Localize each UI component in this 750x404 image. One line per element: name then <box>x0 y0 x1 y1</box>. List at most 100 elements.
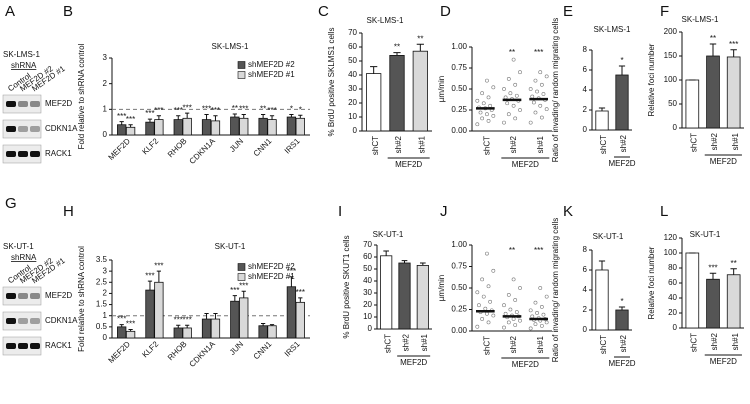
x-tick-label: sh#2 <box>710 132 719 150</box>
data-point <box>541 312 546 317</box>
bar <box>258 325 268 339</box>
bar <box>154 281 164 339</box>
data-point <box>475 324 480 329</box>
group-label: MEF2D <box>400 358 427 367</box>
y-tick-label: 50 <box>363 264 372 273</box>
y-tick-label: 1.5 <box>96 300 108 309</box>
chart-title: SK-UT-1 <box>215 242 246 251</box>
y-tick-label: 0.50 <box>451 84 467 93</box>
error-bar <box>289 113 294 118</box>
panel-letter: L <box>660 203 668 220</box>
data-point <box>508 307 513 312</box>
panel-letter: A <box>5 3 15 20</box>
error-bar <box>618 65 626 75</box>
x-tick-label: MEF2D <box>107 339 133 365</box>
x-tick-label: shCT <box>599 135 608 154</box>
data-point <box>506 320 511 325</box>
y-tick-label: 0 <box>353 126 358 135</box>
y-tick-label: 2 <box>103 79 108 88</box>
x-tick-label: shCT <box>482 136 491 155</box>
bar <box>125 330 136 339</box>
bar <box>706 278 720 329</box>
error-bar <box>147 280 153 291</box>
bar <box>267 119 277 136</box>
panel-letter: G <box>5 195 17 212</box>
error-bar <box>370 66 378 74</box>
significance: * <box>620 56 623 65</box>
data-point <box>486 119 491 123</box>
y-tick-label: 6 <box>583 265 588 274</box>
y-tick-label: 60 <box>363 252 372 261</box>
error-bar <box>147 118 153 123</box>
y-tick-label: 3 <box>103 53 108 62</box>
data-point <box>506 292 511 297</box>
chart-title: SK-LMS-1 <box>594 25 631 34</box>
data-point <box>533 110 538 115</box>
data-point <box>511 277 516 282</box>
data-point <box>533 300 538 305</box>
y-tick-label: 0.00 <box>451 326 467 335</box>
y-tick-label: 0.25 <box>451 305 467 314</box>
data-point <box>488 299 493 304</box>
bar <box>173 327 183 339</box>
blot-band <box>18 318 28 324</box>
y-tick-label: 2 <box>583 305 588 314</box>
y-tick-label: 0 <box>583 125 588 134</box>
bar <box>726 274 741 329</box>
x-tick-label: sh#2 <box>619 334 628 352</box>
bar <box>267 325 277 339</box>
data-point <box>481 101 486 106</box>
y-tick-label: 50 <box>348 56 357 65</box>
blot-band <box>6 126 16 132</box>
bar <box>182 117 192 136</box>
y-tick-label: 100 <box>664 248 678 257</box>
y-tick-label: 0.5 <box>96 322 108 331</box>
data-point <box>486 320 491 325</box>
bar <box>412 50 428 132</box>
significance: ** <box>417 34 423 43</box>
y-tick-label: 80 <box>668 263 677 272</box>
blot-band <box>30 293 40 299</box>
bar <box>706 55 720 129</box>
data-point <box>544 294 549 299</box>
blot-band <box>18 101 28 107</box>
bar <box>295 301 305 339</box>
x-tick-label: shCT <box>689 133 698 152</box>
significance: ** <box>509 48 515 57</box>
data-point <box>486 284 491 289</box>
y-axis-label: Ratio of invading/ random migrating cell… <box>551 218 560 363</box>
x-tick-label: IRS1 <box>283 339 302 358</box>
data-point <box>539 305 544 309</box>
bar <box>201 318 212 339</box>
y-tick-label: 1 <box>103 311 108 320</box>
y-tick-label: 10 <box>363 312 372 321</box>
y-tick-label: 0.00 <box>451 126 467 135</box>
bar <box>125 126 136 136</box>
y-tick-label: 120 <box>664 233 678 242</box>
bar <box>154 119 164 136</box>
x-tick-label: KLF2 <box>140 339 160 359</box>
row-label: CDKN1A <box>45 316 78 325</box>
data-point <box>503 311 508 316</box>
panel-letter: C <box>318 3 329 20</box>
data-point <box>511 103 516 108</box>
y-tick-label: 30 <box>348 84 357 93</box>
panel-letter: E <box>563 3 573 20</box>
data-point <box>538 70 543 75</box>
y-tick-label: 0 <box>103 130 108 139</box>
data-point <box>544 107 549 112</box>
error-bar <box>241 113 246 119</box>
y-tick-label: 4 <box>583 285 588 294</box>
y-axis-label: Ratio of invading/ random migrating cell… <box>551 18 560 163</box>
data-point <box>511 57 516 62</box>
data-point <box>514 310 519 314</box>
data-point <box>539 82 544 87</box>
data-point <box>480 116 485 121</box>
bar <box>595 269 609 331</box>
x-tick-label: sh#2 <box>710 332 719 350</box>
cell-line: SK-LMS-1 <box>3 50 40 59</box>
data-point <box>518 108 522 112</box>
error-bar <box>393 52 401 56</box>
y-tick-label: 40 <box>348 70 357 79</box>
data-point <box>502 120 506 125</box>
